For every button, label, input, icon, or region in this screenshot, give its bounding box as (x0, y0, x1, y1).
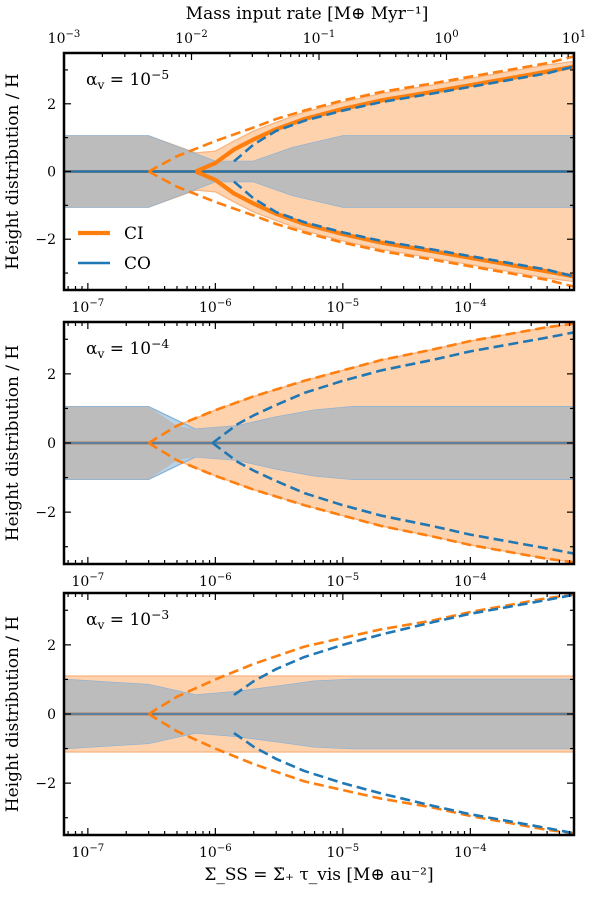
top-x-tick-label: 10−1​ (303, 29, 336, 47)
x-tick-label: 10−7​ (72, 843, 105, 861)
x-tick-label: 10−7​ (72, 298, 105, 316)
top-x-tick-label: 100​ (434, 29, 458, 47)
top-x-tick-label: 101​ (562, 29, 586, 47)
x-tick-label: 10−6​ (199, 843, 232, 861)
panel-label: αv = 10−3​ (86, 608, 169, 632)
plot-area-2 (64, 322, 574, 564)
ci-dashed-line-upper (148, 322, 574, 445)
co-dashed-line-lower (233, 731, 574, 835)
panel-label: αv = 10−4​ (86, 337, 169, 361)
legend-ci-label: CI (124, 224, 144, 244)
top-x-tick-label: 10−2​ (175, 29, 208, 47)
panel-1: 10−7​ 10−6​ 10−5​ 10−4​ −2 0 2 Height distribut… (3, 4, 586, 316)
x-axis-label: Σ_SS = Σ̇₊ τ_vis [M⊕ au⁻²] (204, 865, 433, 885)
ci-solid-line-lower (194, 169, 574, 279)
x-tick-label: 10−5​ (327, 572, 360, 590)
y-axis-label: Height distribution / H (3, 345, 23, 541)
top-axis-label: Mass input rate [M⊕ Myr⁻¹] (186, 4, 429, 24)
ci-dashed-line-lower (148, 170, 574, 288)
y-tick-label: 2 (47, 367, 56, 383)
ci-solid-line-upper (194, 64, 574, 174)
y-axis-label: Height distribution / H (3, 616, 23, 812)
y-tick-label: −2 (35, 776, 56, 792)
y-tick-label: 2 (47, 638, 56, 654)
y-tick-label: 0 (47, 707, 56, 723)
co-dashed-line-upper (211, 331, 574, 445)
panel-2: 10−7​ 10−6​ 10−5​ 10−4​ −2 0 2 Height distribut… (3, 320, 576, 590)
panel-label: αv = 10−5​ (86, 68, 169, 92)
x-tick-label: 10−7​ (72, 572, 105, 590)
co-dashed-line-lower (233, 180, 574, 278)
panel-3: 10−7​ 10−6​ 10−5​ 10−4​ −2 0 2 Height distribut… (3, 591, 576, 861)
top-x-tick-label: 10−3​ (48, 29, 81, 47)
y-tick-label: −2 (35, 505, 56, 521)
ci-dashed-line-lower (148, 712, 574, 835)
y-axis-label: Height distribution / H (3, 73, 23, 269)
y-tick-label: −2 (35, 232, 56, 248)
x-tick-label: 10−5​ (327, 298, 360, 316)
x-tick-label: 10−4​ (454, 843, 487, 861)
x-tick-label: 10−5​ (327, 843, 360, 861)
plot-area-1 (64, 55, 574, 288)
co-dashed-line-lower (211, 441, 574, 555)
plot-area-3 (64, 593, 574, 835)
co-dashed-line-upper (233, 593, 574, 697)
y-tick-label: 0 (47, 436, 56, 452)
co-dashed-line-upper (233, 65, 574, 163)
x-tick-label: 10−6​ (199, 298, 232, 316)
legend: CI CO (78, 224, 151, 274)
legend-co-label: CO (124, 254, 151, 274)
x-tick-label: 10−4​ (454, 298, 487, 316)
ci-dashed-line-upper (148, 593, 574, 716)
y-tick-label: 2 (47, 97, 56, 113)
y-tick-label: 0 (47, 165, 56, 181)
x-tick-label: 10−6​ (199, 572, 232, 590)
x-tick-label: 10−4​ (454, 572, 487, 590)
ci-dashed-line-lower (148, 441, 574, 564)
ci-dashed-line-upper (148, 55, 574, 173)
